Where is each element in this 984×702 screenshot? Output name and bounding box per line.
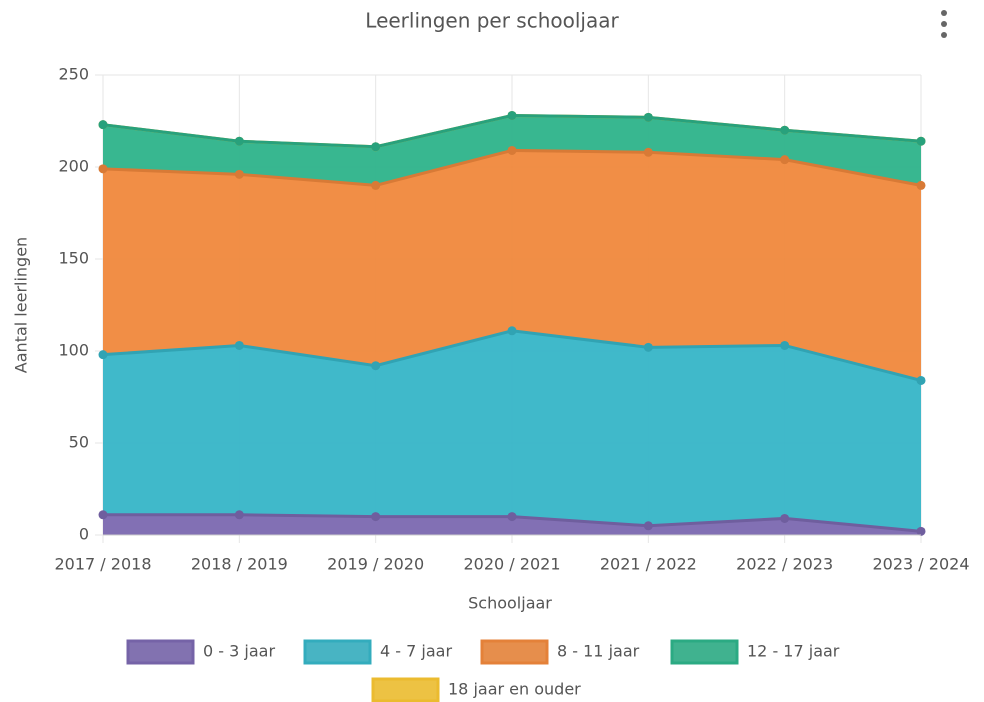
point — [371, 512, 381, 522]
legend-item: 12 - 17 jaar — [670, 639, 840, 665]
y-tick-label: 50 — [69, 433, 89, 452]
legend-swatch — [371, 677, 440, 702]
legend-item: 4 - 7 jaar — [303, 639, 452, 665]
legend-swatch — [126, 639, 195, 665]
x-tick-label: 2017 / 2018 — [55, 555, 152, 574]
point — [916, 180, 926, 190]
point — [643, 342, 653, 352]
legend-swatch — [303, 639, 372, 665]
point — [371, 142, 381, 152]
point — [780, 340, 790, 350]
point — [643, 147, 653, 157]
menu-dot[interactable] — [941, 21, 947, 27]
menu-dot[interactable] — [941, 10, 947, 16]
x-tick-label: 2021 / 2022 — [600, 555, 697, 574]
point — [98, 120, 108, 130]
point — [234, 510, 244, 520]
legend-item: 18 jaar en ouder — [371, 677, 581, 702]
point — [98, 350, 108, 360]
y-tick-label: 150 — [58, 249, 89, 268]
point — [98, 164, 108, 174]
point — [234, 136, 244, 146]
y-axis-title: Aantal leerlingen — [12, 237, 31, 373]
point — [643, 521, 653, 531]
area — [103, 330, 921, 532]
chart-title: Leerlingen per schooljaar — [365, 9, 619, 33]
area — [103, 514, 921, 535]
legend-item: 8 - 11 jaar — [480, 639, 640, 665]
point — [371, 361, 381, 371]
y-tick-label: 250 — [58, 65, 89, 84]
point — [780, 513, 790, 523]
point — [916, 375, 926, 385]
y-tick-label: 100 — [58, 341, 89, 360]
point — [780, 155, 790, 165]
x-tick-label: 2022 / 2023 — [736, 555, 833, 574]
legend-label: 8 - 11 jaar — [557, 642, 640, 661]
point — [916, 526, 926, 536]
legend-label: 0 - 3 jaar — [203, 642, 275, 661]
y-tick-label: 200 — [58, 157, 89, 176]
legend-label: 18 jaar en ouder — [448, 680, 581, 699]
x-axis-title: Schooljaar — [468, 594, 552, 613]
point — [371, 180, 381, 190]
legend-swatch — [670, 639, 739, 665]
point — [507, 512, 517, 522]
legend-item: 0 - 3 jaar — [126, 639, 275, 665]
point — [234, 169, 244, 179]
y-tick-label: 0 — [79, 525, 89, 544]
point — [916, 136, 926, 146]
legend-swatch — [480, 639, 549, 665]
area — [103, 150, 921, 381]
point — [507, 326, 517, 336]
x-tick-label: 2019 / 2020 — [327, 555, 424, 574]
x-tick-label: 2020 / 2021 — [464, 555, 561, 574]
legend-label: 12 - 17 jaar — [747, 642, 840, 661]
point — [234, 340, 244, 350]
x-tick-label: 2023 / 2024 — [873, 555, 970, 574]
point — [507, 110, 517, 120]
point — [643, 112, 653, 122]
menu-dot[interactable] — [941, 32, 947, 38]
x-tick-label: 2018 / 2019 — [191, 555, 288, 574]
point — [507, 145, 517, 155]
point — [98, 510, 108, 520]
legend-label: 4 - 7 jaar — [380, 642, 452, 661]
menu-icon[interactable] — [941, 10, 947, 38]
point — [780, 125, 790, 135]
